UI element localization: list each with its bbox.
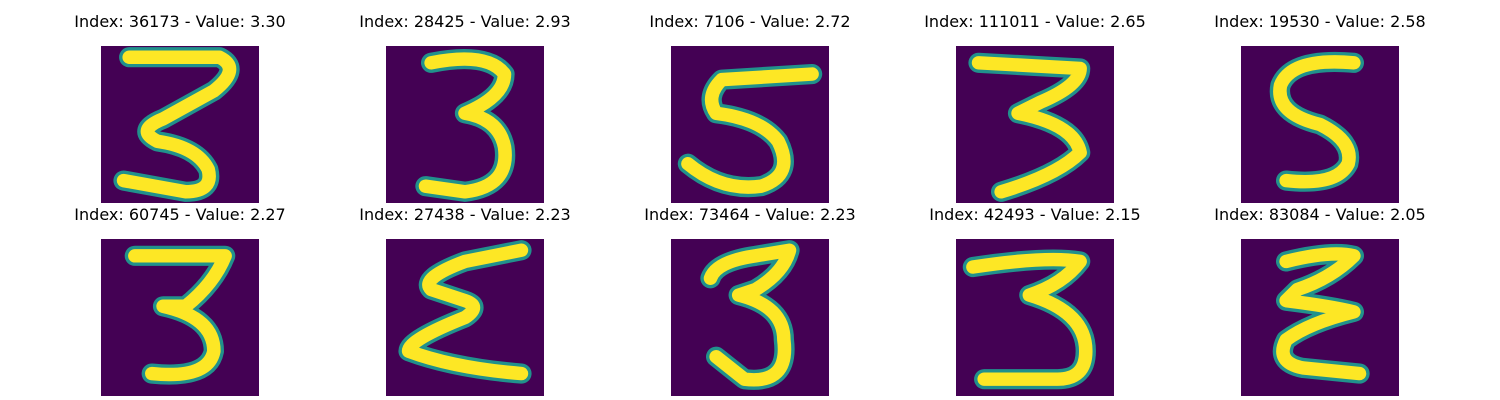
digit-panel-1: Index: 36173 - Value: 3.30 [60, 12, 300, 203]
digit-image [386, 46, 544, 203]
digit-panel-2: Index: 28425 - Value: 2.93 [345, 12, 585, 203]
panel-title: Index: 60745 - Value: 2.27 [74, 205, 286, 224]
digit-image [956, 46, 1114, 203]
digit-panel-6: Index: 60745 - Value: 2.27 [60, 205, 300, 396]
digit-panel-3: Index: 7106 - Value: 2.72 [630, 12, 870, 203]
panel-title: Index: 19530 - Value: 2.58 [1214, 12, 1426, 31]
digit-image [386, 239, 544, 396]
panel-title: Index: 83084 - Value: 2.05 [1214, 205, 1426, 224]
panel-title: Index: 42493 - Value: 2.15 [929, 205, 1141, 224]
digit-panel-7: Index: 27438 - Value: 2.23 [345, 205, 585, 396]
digit-image [671, 239, 829, 396]
digit-panel-5: Index: 19530 - Value: 2.58 [1200, 12, 1440, 203]
panel-title: Index: 111011 - Value: 2.65 [924, 12, 1146, 31]
panel-title: Index: 7106 - Value: 2.72 [649, 12, 851, 31]
digit-image [101, 239, 259, 396]
digit-image [1241, 239, 1399, 396]
panel-title: Index: 73464 - Value: 2.23 [644, 205, 856, 224]
panel-title: Index: 36173 - Value: 3.30 [74, 12, 286, 31]
digit-image [101, 46, 259, 203]
digit-panel-4: Index: 111011 - Value: 2.65 [915, 12, 1155, 203]
panel-title: Index: 28425 - Value: 2.93 [359, 12, 571, 31]
digit-panel-9: Index: 42493 - Value: 2.15 [915, 205, 1155, 396]
panel-title: Index: 27438 - Value: 2.23 [359, 205, 571, 224]
digit-image [956, 239, 1114, 396]
digit-image [1241, 46, 1399, 203]
digit-panel-8: Index: 73464 - Value: 2.23 [630, 205, 870, 396]
digit-panel-10: Index: 83084 - Value: 2.05 [1200, 205, 1440, 396]
digit-image [671, 46, 829, 203]
